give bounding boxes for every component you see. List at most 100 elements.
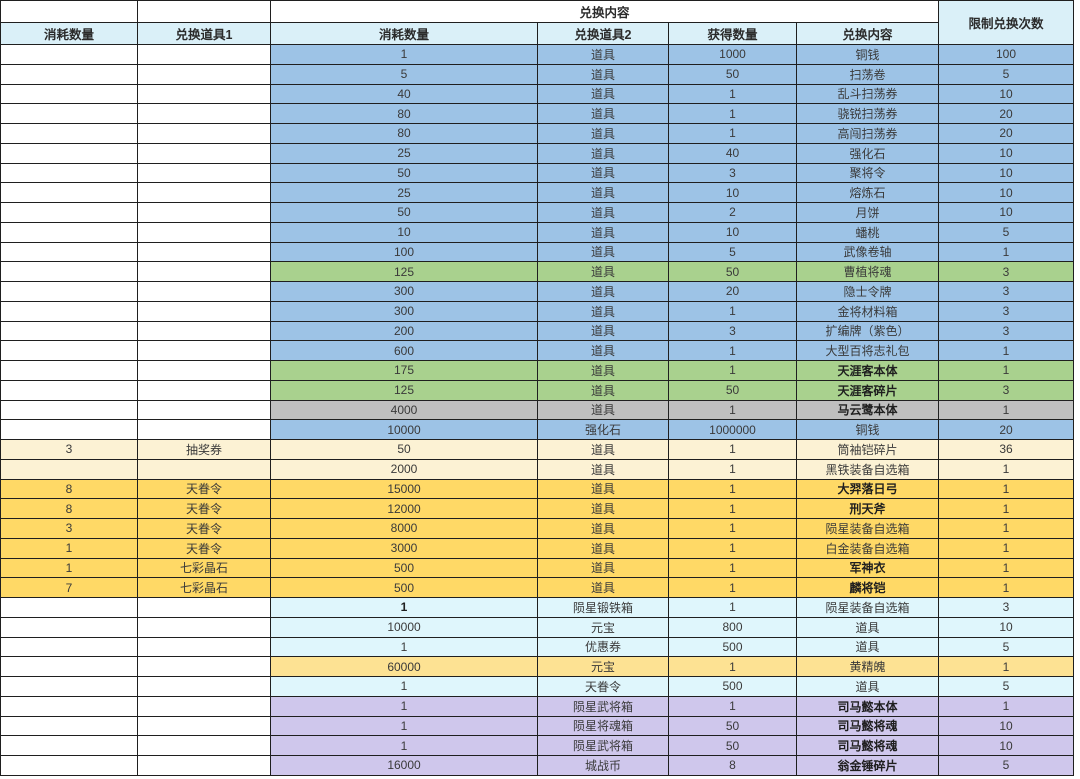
cell: 道具 bbox=[795, 636, 940, 658]
cell bbox=[137, 616, 271, 638]
cell: 3 bbox=[668, 320, 797, 342]
cell: 300 bbox=[270, 300, 538, 322]
cell: 1 bbox=[668, 360, 797, 381]
cell: 道具 bbox=[537, 557, 669, 579]
cell: 25 bbox=[270, 182, 538, 203]
cell: 道具 bbox=[537, 261, 669, 282]
cell: 扩编牌（紫色） bbox=[795, 320, 940, 342]
cell: 1 bbox=[0, 557, 138, 579]
cell: 3 bbox=[668, 162, 797, 184]
cell: 优惠券 bbox=[537, 636, 669, 658]
cell: 50 bbox=[668, 715, 797, 737]
cell: 1 bbox=[270, 695, 538, 717]
cell bbox=[137, 715, 271, 737]
cell: 道具 bbox=[537, 458, 669, 480]
cell: 元宝 bbox=[537, 616, 669, 638]
cell: 司马懿本体 bbox=[795, 695, 940, 717]
cell: 36 bbox=[938, 439, 1075, 460]
cell bbox=[0, 123, 138, 144]
cell: 1 bbox=[668, 439, 797, 460]
cell: 10 bbox=[270, 221, 538, 243]
table-row: 1 陨星将魂箱 50 司马懿将魂 10 bbox=[0, 715, 1075, 737]
cell bbox=[137, 162, 271, 184]
cell: 2 bbox=[668, 202, 797, 223]
cell bbox=[0, 182, 138, 203]
cell: 50 bbox=[270, 162, 538, 184]
cell bbox=[137, 83, 271, 105]
table-row: 3 天眷令 8000 道具 1 陨星装备自选箱 1 bbox=[0, 518, 1075, 539]
cell: 道具 bbox=[537, 399, 669, 421]
cell: 道具 bbox=[537, 123, 669, 144]
col-header-exchange-content: 兑换内容 bbox=[795, 22, 940, 45]
cell bbox=[0, 676, 138, 697]
cell: 白金装备自选箱 bbox=[795, 537, 940, 559]
cell: 500 bbox=[270, 577, 538, 598]
cell bbox=[137, 419, 271, 440]
col-header-gain-qty: 获得数量 bbox=[668, 22, 797, 45]
cell: 1 bbox=[270, 676, 538, 697]
cell: 道具 bbox=[537, 103, 669, 124]
cell: 175 bbox=[270, 360, 538, 381]
cell: 强化石 bbox=[795, 142, 940, 164]
col-header-consume-qty-1: 消耗数量 bbox=[0, 22, 138, 45]
cell: 道具 bbox=[537, 577, 669, 598]
cell: 道具 bbox=[537, 221, 669, 243]
cell: 3000 bbox=[270, 537, 538, 559]
cell: 10 bbox=[938, 142, 1075, 164]
cell: 10000 bbox=[270, 616, 538, 638]
cell: 1 bbox=[938, 340, 1075, 361]
cell: 七彩晶石 bbox=[137, 557, 271, 579]
cell: 5 bbox=[938, 636, 1075, 658]
cell bbox=[137, 340, 271, 361]
cell: 元宝 bbox=[537, 656, 669, 677]
table-row: 50 道具 3 聚将令 10 bbox=[0, 162, 1075, 184]
cell: 武像卷轴 bbox=[795, 241, 940, 263]
table-row: 10000 强化石 1000000 铜钱 20 bbox=[0, 419, 1075, 440]
cell bbox=[137, 676, 271, 697]
cell: 道具 bbox=[537, 518, 669, 539]
cell: 200 bbox=[270, 320, 538, 342]
cell: 5 bbox=[270, 63, 538, 85]
cell: 12000 bbox=[270, 498, 538, 519]
cell: 翁金锤碎片 bbox=[795, 755, 940, 776]
cell: 1 bbox=[668, 300, 797, 322]
cell bbox=[137, 281, 271, 302]
cell: 道具 bbox=[537, 44, 669, 65]
cell: 60000 bbox=[270, 656, 538, 677]
cell: 1 bbox=[270, 44, 538, 65]
cell bbox=[0, 755, 138, 776]
cell: 道具 bbox=[537, 281, 669, 302]
table-row: 3 抽奖券 50 道具 1 筒袖铠碎片 36 bbox=[0, 439, 1075, 460]
cell: 3 bbox=[0, 518, 138, 539]
cell: 1 bbox=[938, 577, 1075, 598]
table-row: 1 七彩晶石 500 道具 1 军神衣 1 bbox=[0, 557, 1075, 579]
limit-exchange-times-header: 限制兑换次数 bbox=[938, 0, 1075, 45]
table-row: 50 道具 2 月饼 10 bbox=[0, 202, 1075, 223]
cell: 强化石 bbox=[537, 419, 669, 440]
cell: 1 bbox=[938, 458, 1075, 480]
cell: 黑铁装备自选箱 bbox=[795, 458, 940, 480]
cell: 1 bbox=[938, 518, 1075, 539]
cell: 七彩晶石 bbox=[137, 577, 271, 598]
cell bbox=[137, 202, 271, 223]
cell bbox=[137, 182, 271, 203]
cell: 1 bbox=[668, 103, 797, 124]
cell: 陨星将魂箱 bbox=[537, 715, 669, 737]
cell: 20 bbox=[938, 123, 1075, 144]
table-row: 175 道具 1 天涯客本体 1 bbox=[0, 360, 1075, 381]
cell: 司马懿将魂 bbox=[795, 735, 940, 756]
cell bbox=[137, 44, 271, 65]
cell: 道具 bbox=[537, 162, 669, 184]
cell: 道具 bbox=[537, 83, 669, 105]
cell: 5 bbox=[938, 755, 1075, 776]
cell bbox=[0, 458, 138, 480]
table-row: 1 道具 1000 铜钱 100 bbox=[0, 44, 1075, 65]
cell bbox=[137, 656, 271, 677]
cell: 8 bbox=[0, 478, 138, 500]
cell: 扫荡卷 bbox=[795, 63, 940, 85]
cell: 陨星武将箱 bbox=[537, 735, 669, 756]
cell: 城战币 bbox=[537, 755, 669, 776]
cell: 陨星装备自选箱 bbox=[795, 597, 940, 618]
cell: 道具 bbox=[537, 537, 669, 559]
cell bbox=[0, 202, 138, 223]
